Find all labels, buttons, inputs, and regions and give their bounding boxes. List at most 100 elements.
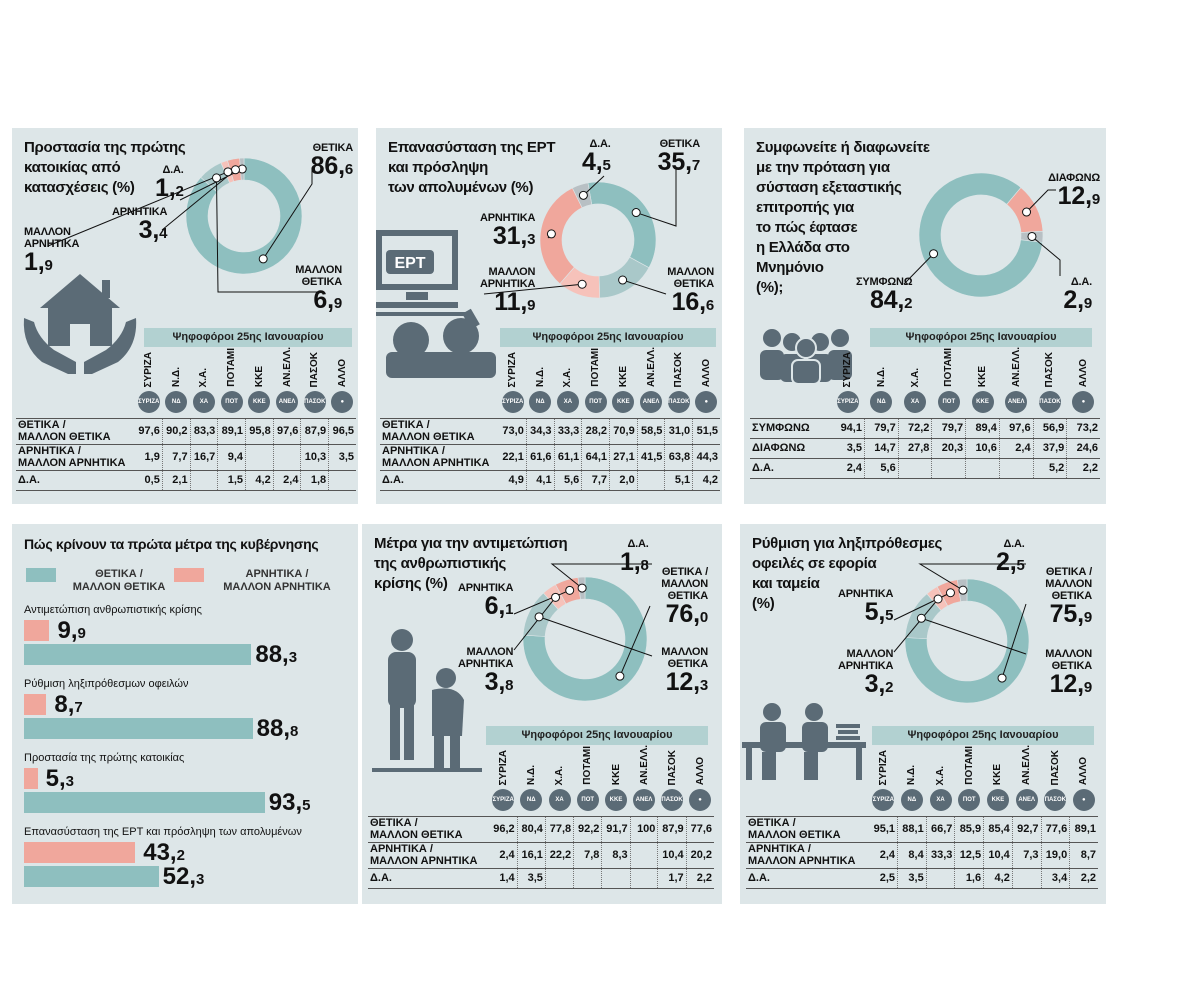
table-cell: 2,4 [869,842,899,869]
table-cell [573,868,603,889]
tv-viewers-icon: ΕΡΤ [376,230,496,378]
table-cell: 2,4 [273,470,302,491]
row-label: ΑΡΝΗΤΙΚΑ / ΜΑΛΛΟΝ ΑΡΝΗΤΙΚΑ [16,444,136,471]
table-cell: 0,5 [135,470,163,491]
party-header: Ν.Δ. [526,346,554,390]
party-logo-cell: ΠΑΣΟΚ [300,390,329,419]
panel-title: Πώς κρίνουν τα πρώτα μέτρα της κυβέρνηση… [24,536,319,552]
table-cell: 85,4 [983,816,1013,843]
table-cell: 51,5 [692,418,720,445]
table-cell: 79,7 [931,418,967,439]
table-cell [273,444,302,471]
row-label: ΘΕΤΙΚΑ / ΜΑΛΛΟΝ ΘΕΤΙΚΑ [368,816,490,843]
table-row: ΑΡΝΗΤΙΚΑ / ΜΑΛΛΟΝ ΑΡΝΗΤΙΚΑ 22,1 61,6 61,1 64,… [380,444,720,471]
table-cell: 7,8 [573,842,603,869]
table-cell: 70,9 [609,418,638,445]
bar-value-negative: 8,7 [54,691,83,718]
table-cell: 1,5 [217,470,246,491]
table-cell: 2,4 [489,842,518,869]
table-cell [898,458,933,479]
party-header: ΣΥΡΙΖΑ [869,744,897,788]
voters-header: Ψηφοφόροι 25ης Ιανουαρίου [870,328,1092,347]
party-name: Ν.Δ. [170,367,182,387]
label-rather-positive: ΜΑΛΛΟΝ ΘΕΤΙΚΑ 6,9 [295,264,342,314]
table-cell: 97,6 [999,418,1034,439]
panel-home-protection: Προστασία της πρώτης κατοικίας από κατασχέ… [12,128,358,504]
party-name: ΑΝ.ΕΛΛ. [638,744,650,785]
table-cell: 95,8 [245,418,274,445]
party-logo-cell: ΚΚΕ [609,390,638,419]
party-logo-cell: ΑΝΕΛ [273,390,301,419]
row-label: ΣΥΜΦΩΝΩ [750,418,832,439]
party-name: ΚΚΕ [977,365,988,387]
table-cell [931,458,967,479]
label-no-answer: Δ.Α. 1,8 [620,538,649,576]
table-cell: 9,4 [217,444,246,471]
party-logo-icon: ΑΝΕΛ [640,391,663,414]
table-cell: 31,0 [664,418,694,445]
table-cell: 2,0 [609,470,638,491]
party-header: Ν.Δ. [162,346,190,390]
party-name: ΚΚΕ [992,763,1004,785]
table-row: ΔΙΑΦΩΝΩ 3,5 14,7 27,8 20,3 10,6 2,4 37,9 24,6 [750,438,1100,459]
party-name: ΠΑΣΟΚ [1049,749,1061,785]
table-cell: 87,9 [300,418,330,445]
party-header: ΑΝ.ΕΛΛ. [999,346,1033,390]
bar-negative [24,842,136,863]
label-positive: ΘΕΤΙΚΑ / ΜΑΛΛΟΝ ΘΕΤΙΚΑ 76,0 [661,566,708,628]
party-logo-cell: ΑΝΕΛ [637,390,665,419]
table-row: ΘΕΤΙΚΑ / ΜΑΛΛΟΝ ΘΕΤΙΚΑ 73,0 34,3 33,3 28,2 70,… [380,418,720,445]
table-cell: 85,9 [954,816,985,843]
legend-swatch-positive [26,568,56,582]
bar-positive [24,792,265,813]
table-cell: 56,9 [1033,418,1068,439]
party-name: ΠΟΤΑΜΙ [590,348,602,387]
party-header: Χ.Α. [554,346,582,390]
label-rather-positive: ΜΑΛΛΟΝ ΘΕΤΙΚΑ 12,9 [1045,648,1092,698]
party-header: ΠΟΤΑΜΙ [582,346,610,390]
panel-ert: Επανασύσταση της ΕΡΤ και πρόσληψη των απολ… [376,128,722,504]
party-header: ΚΚΕ [610,346,638,390]
party-logo-cell: ΚΚΕ [983,788,1013,817]
donut-chart [539,181,657,299]
party-header: ΠΑΣΟΚ [1041,744,1070,788]
party-logo-cell: ΝΔ [162,390,191,419]
party-logo-icon: ΣΥΡΙΖΑ [872,789,895,812]
table-cell: 79,7 [864,418,899,439]
party-logo-cell: ● [328,390,356,419]
table-cell [630,842,659,869]
table-cell: 4,1 [526,470,555,491]
table-cell: 77,6 [686,816,714,843]
party-name: ΑΝ.ΕΛΛ. [281,346,293,387]
party-logo-icon: ΠΑΣΟΚ [661,789,684,812]
party-name: Χ.Α. [198,367,210,387]
label-positive: ΘΕΤΙΚΑ 86,6 [310,142,354,180]
party-logo-cell: ΣΥΡΙΖΑ [831,390,865,419]
party-logo-icon: ΑΝΕΛ [1005,391,1028,414]
label-positive: ΘΕΤΙΚΑ / ΜΑΛΛΟΝ ΘΕΤΙΚΑ 75,9 [1045,566,1092,628]
party-name: Ν.Δ. [875,367,887,387]
table-cell: 16,1 [517,842,546,869]
bar-value-positive: 88,3 [255,641,298,668]
table-cell: 12,5 [954,842,985,869]
table-cell: 97,6 [273,418,302,445]
party-name: ΣΥΡΙΖΑ [497,749,509,785]
party-logo-cell: ΑΝΕΛ [999,390,1034,419]
party-header: ΣΥΡΙΖΑ [831,346,864,390]
party-logo-cell: ● [686,788,714,817]
row-label: Δ.Α. [746,868,870,889]
label-no-answer: Δ.Α. 1,2 [155,164,184,202]
panel-overdue-debts: Ρύθμιση για ληξιπρόθεσμες οφειλές σε εφορ… [740,524,1106,904]
house-hands-icon [23,274,137,374]
row-label: ΑΡΝΗΤΙΚΑ / ΜΑΛΛΟΝ ΑΡΝΗΤΙΚΑ [368,842,490,869]
bar-value-positive: 52,3 [162,863,205,890]
bar-value-negative: 5,3 [45,765,75,792]
party-logo-icon: ΧΑ [904,391,927,414]
label-rather-positive: ΜΑΛΛΟΝ ΘΕΤΙΚΑ 16,6 [667,266,714,316]
donut-chart [904,578,1030,704]
party-logo-cell: ΣΥΡΙΖΑ [499,390,527,419]
party-logo-cell: ΠΑΣΟΚ [1033,390,1067,419]
party-name: Χ.Α. [554,765,565,785]
table-row: ΑΡΝΗΤΙΚΑ / ΜΑΛΛΟΝ ΑΡΝΗΤΙΚΑ 2,4 16,1 22,2 7,8 8… [368,842,714,869]
party-header: ΠΑΣΟΚ [658,744,686,788]
